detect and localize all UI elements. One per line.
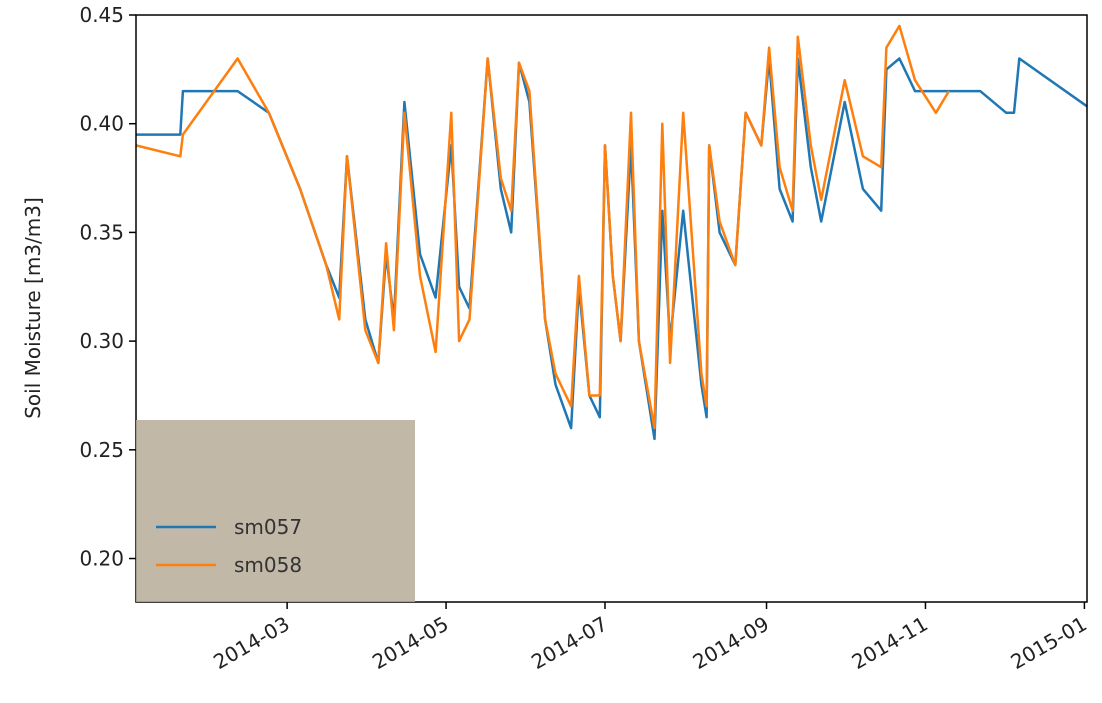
legend-label: sm057: [234, 515, 302, 539]
x-tick-label: 2015-01: [1007, 612, 1091, 675]
x-tick-label: 2014-11: [848, 612, 932, 675]
y-tick-label: 0.30: [79, 329, 124, 353]
y-tick-label: 0.20: [79, 547, 124, 571]
x-tick-label: 2014-03: [209, 612, 293, 675]
y-tick-label: 0.35: [79, 220, 124, 244]
x-tick-label: 2014-07: [527, 612, 611, 675]
y-tick-label: 0.25: [79, 438, 124, 462]
chart: Soil Moisture [m3/m3] 0.20 0.25 0.30 0.35 0.…: [0, 0, 1102, 699]
y-axis-label: Soil Moisture [m3/m3]: [21, 197, 45, 419]
legend-label: sm058: [234, 553, 302, 577]
legend: sm057 sm058: [136, 420, 415, 602]
y-tick-label: 0.45: [79, 3, 124, 27]
y-tick-label: 0.40: [79, 112, 124, 136]
x-tick-label: 2014-09: [689, 612, 773, 675]
x-tick-label: 2014-05: [368, 612, 452, 675]
series-line: [136, 26, 949, 428]
